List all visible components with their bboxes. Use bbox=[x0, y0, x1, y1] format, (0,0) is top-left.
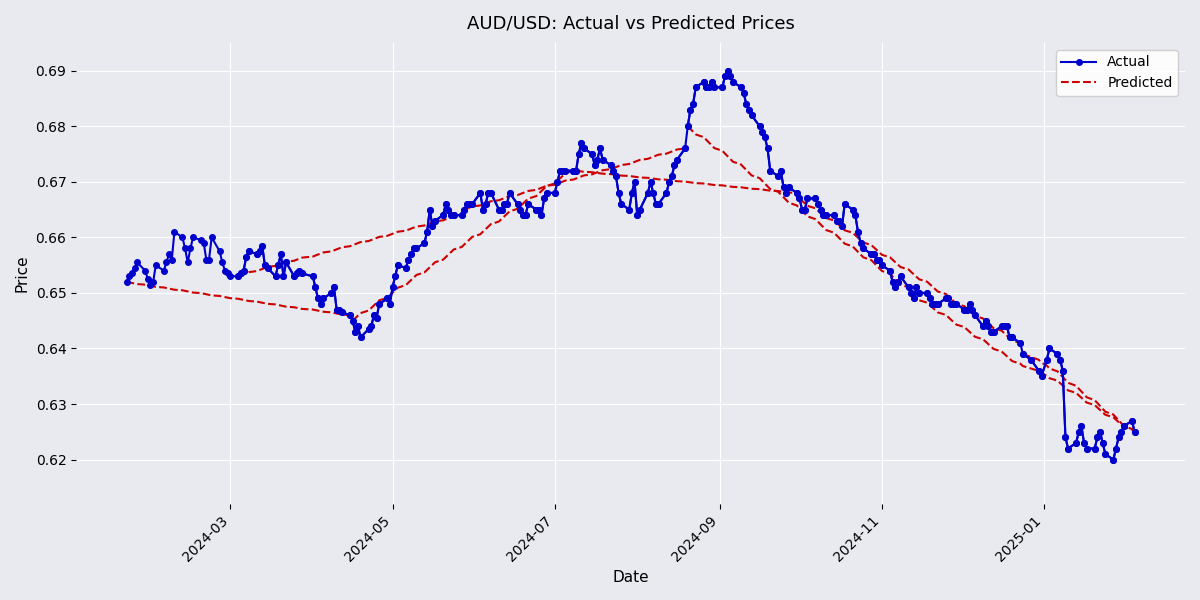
Legend: Actual, Predicted: Actual, Predicted bbox=[1056, 50, 1178, 96]
X-axis label: Date: Date bbox=[612, 570, 649, 585]
Line: Actual: Actual bbox=[124, 229, 353, 318]
Title: AUD/USD: Actual vs Predicted Prices: AUD/USD: Actual vs Predicted Prices bbox=[467, 15, 794, 33]
Line: Predicted: Predicted bbox=[126, 282, 350, 315]
Y-axis label: Price: Price bbox=[14, 254, 30, 292]
